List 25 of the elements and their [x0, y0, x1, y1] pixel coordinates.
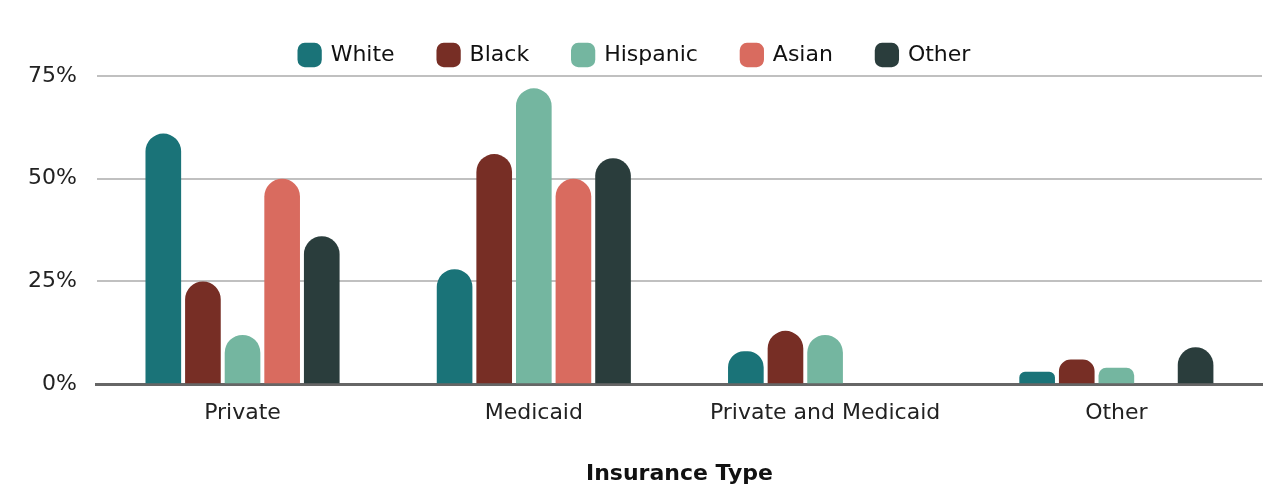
x-tick-label: Private — [204, 399, 281, 425]
y-tick-label: 25% — [27, 267, 77, 293]
legend-label: Asian — [772, 40, 833, 66]
bar — [145, 133, 182, 384]
legend-label: Black — [469, 40, 530, 66]
bar — [436, 269, 473, 384]
bar — [555, 178, 592, 384]
legend-label: White — [330, 40, 395, 66]
legend-label: Hispanic — [604, 40, 698, 66]
x-tick-label: Medicaid — [484, 399, 583, 425]
legend-label: Other — [907, 40, 972, 66]
bar — [303, 236, 340, 384]
bar — [595, 158, 631, 384]
bar — [1019, 371, 1055, 384]
x-tick-label: Other — [1085, 399, 1149, 425]
bar — [515, 88, 552, 384]
bar — [264, 178, 300, 384]
bar — [476, 154, 513, 384]
y-tick-label: 0% — [41, 369, 77, 395]
bar — [1098, 367, 1135, 384]
y-tick-label: 50% — [27, 164, 77, 190]
x-axis-title: Insurance Type — [585, 459, 773, 485]
y-tick-label: 75% — [27, 61, 77, 87]
bar — [185, 281, 221, 384]
x-tick-label: Private and Medicaid — [709, 399, 941, 425]
